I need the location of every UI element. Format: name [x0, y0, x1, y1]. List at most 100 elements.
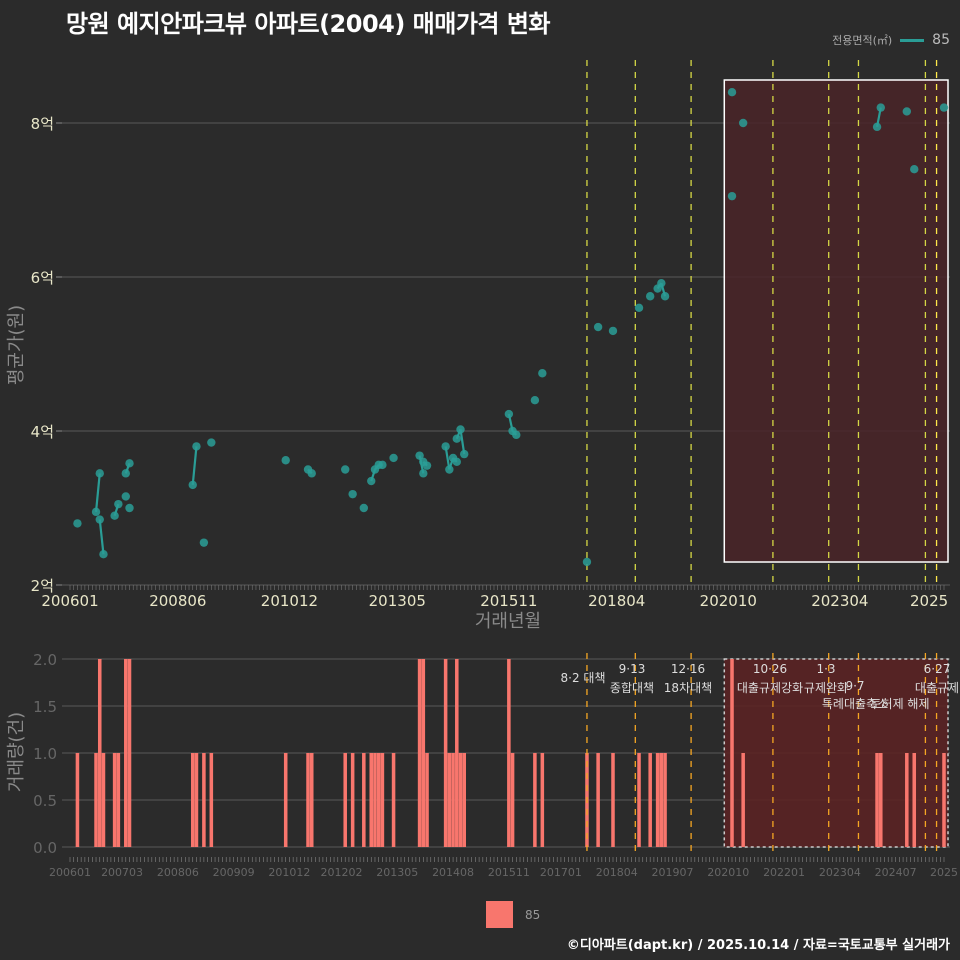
x-tick-label: 2025 — [930, 866, 958, 879]
x-tick-label: 200909 — [213, 866, 255, 879]
volume-bar — [369, 753, 373, 847]
price-point — [505, 410, 513, 418]
x-tick-label: 202010 — [700, 592, 757, 610]
x-tick-label: 201012 — [268, 866, 310, 879]
y-tick-label: 1.5 — [33, 698, 57, 716]
price-point — [110, 512, 118, 520]
volume-bar — [373, 753, 377, 847]
price-point — [538, 369, 546, 377]
price-point — [73, 519, 81, 527]
volume-bar — [451, 753, 455, 847]
price-point — [441, 442, 449, 450]
bottom-legend-value: 85 — [525, 908, 540, 922]
volume-bar — [459, 753, 463, 847]
volume-bar — [310, 753, 314, 847]
bottom-legend: 85 — [486, 901, 540, 928]
price-point — [512, 431, 520, 439]
volume-bar — [422, 659, 426, 847]
policy-annotation-label: 토허제 해제 — [870, 697, 929, 711]
price-point — [207, 438, 215, 446]
x-tick-label: 202304 — [819, 866, 861, 879]
volume-bar — [596, 753, 600, 847]
volume-bar — [663, 753, 667, 847]
price-point — [125, 459, 133, 467]
price-point — [308, 469, 316, 477]
y-tick-label: 4억 — [31, 423, 54, 441]
x-tick-label: 201511 — [480, 592, 537, 610]
highlight-region — [724, 80, 948, 562]
price-point — [96, 515, 104, 523]
price-point — [456, 425, 464, 433]
volume-bar — [392, 753, 396, 847]
x-tick-label: 201408 — [432, 866, 474, 879]
price-point — [903, 107, 911, 115]
volume-bar — [124, 659, 128, 847]
price-point — [96, 469, 104, 477]
price-point — [360, 504, 368, 512]
volume-bar — [611, 753, 615, 847]
price-point — [453, 458, 461, 466]
price-point — [910, 165, 918, 173]
volume-bar — [210, 753, 214, 847]
volume-bar — [905, 753, 909, 847]
price-point — [531, 396, 539, 404]
volume-bar — [507, 659, 511, 847]
volume-bar — [343, 753, 347, 847]
price-point — [646, 292, 654, 300]
policy-annotation-label: 종합대책 — [610, 680, 654, 695]
x-tick-label: 201511 — [488, 866, 530, 879]
y-tick-label: 8억 — [31, 115, 54, 133]
volume-bar — [128, 659, 132, 847]
volume-bar — [511, 753, 515, 847]
price-point — [189, 481, 197, 489]
volume-bar — [660, 753, 664, 847]
x-tick-label: 200703 — [101, 866, 143, 879]
source-credit: ©디아파트(dapt.kr) / 2025.10.14 / 자료=국토교통부 실… — [567, 934, 950, 953]
policy-annotation-date: 10·26 — [753, 662, 787, 676]
price-point — [200, 538, 208, 546]
volume-bar — [942, 753, 946, 847]
price-point — [873, 123, 881, 131]
volume-bar — [533, 753, 537, 847]
x-tick-label: 201202 — [320, 866, 362, 879]
price-point — [635, 304, 643, 312]
price-point — [423, 461, 431, 469]
x-tick-label: 202304 — [811, 592, 868, 610]
price-point — [583, 558, 591, 566]
x-tick-label: 201907 — [652, 866, 694, 879]
volume-bar — [425, 753, 429, 847]
volume-bar — [730, 659, 734, 847]
price-point — [460, 450, 468, 458]
x-tick-label: 200601 — [41, 592, 98, 610]
price-point — [348, 490, 356, 498]
price-point — [92, 508, 100, 516]
price-point — [594, 323, 602, 331]
volume-bar — [76, 753, 80, 847]
volume-bar — [195, 753, 199, 847]
y-axis-title: 거래량(건) — [6, 712, 27, 792]
x-tick-label: 202010 — [707, 866, 749, 879]
price-point — [125, 504, 133, 512]
policy-annotation-date: 1·3 — [816, 662, 835, 676]
volume-bar — [648, 753, 652, 847]
volume-bar — [637, 753, 641, 847]
volume-bar — [381, 753, 385, 847]
volume-bar — [912, 753, 916, 847]
price-point — [453, 435, 461, 443]
y-axis-title: 평균가(원) — [6, 305, 27, 385]
volume-bar — [306, 753, 310, 847]
bar-legend-swatch-icon — [486, 901, 513, 928]
volume-bar — [418, 659, 422, 847]
x-tick-label: 201012 — [261, 592, 318, 610]
volume-bar — [98, 659, 102, 847]
x-tick-label: 201804 — [596, 866, 638, 879]
x-tick-label: 202201 — [763, 866, 805, 879]
x-axis-title: 거래년월 — [475, 611, 541, 632]
volume-bar — [113, 753, 117, 847]
x-tick-label: 200601 — [49, 866, 91, 879]
policy-annotation-date: 6·27 — [924, 662, 951, 676]
x-tick-label: 202407 — [875, 866, 917, 879]
volume-bar — [541, 753, 545, 847]
price-point — [114, 500, 122, 508]
price-point — [341, 465, 349, 473]
